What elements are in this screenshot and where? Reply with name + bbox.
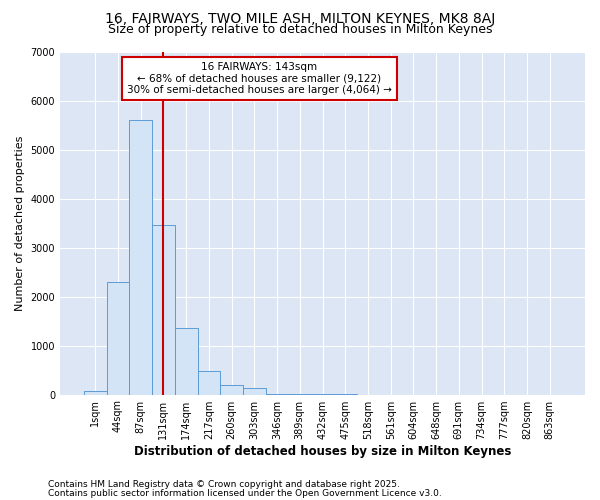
Text: 16, FAIRWAYS, TWO MILE ASH, MILTON KEYNES, MK8 8AJ: 16, FAIRWAYS, TWO MILE ASH, MILTON KEYNE…: [105, 12, 495, 26]
Bar: [243, 388, 266, 394]
Bar: [84, 391, 107, 394]
Text: Contains public sector information licensed under the Open Government Licence v3: Contains public sector information licen…: [48, 488, 442, 498]
Text: Contains HM Land Registry data © Crown copyright and database right 2025.: Contains HM Land Registry data © Crown c…: [48, 480, 400, 489]
Bar: [152, 226, 175, 394]
X-axis label: Distribution of detached houses by size in Milton Keynes: Distribution of detached houses by size …: [134, 444, 511, 458]
Text: Size of property relative to detached houses in Milton Keynes: Size of property relative to detached ho…: [108, 22, 492, 36]
Bar: [130, 120, 152, 394]
Bar: [197, 371, 220, 394]
Text: 16 FAIRWAYS: 143sqm
← 68% of detached houses are smaller (9,122)
30% of semi-det: 16 FAIRWAYS: 143sqm ← 68% of detached ho…: [127, 62, 392, 95]
Y-axis label: Number of detached properties: Number of detached properties: [15, 136, 25, 310]
Bar: [107, 282, 130, 395]
Bar: [220, 385, 243, 394]
Bar: [175, 328, 197, 394]
